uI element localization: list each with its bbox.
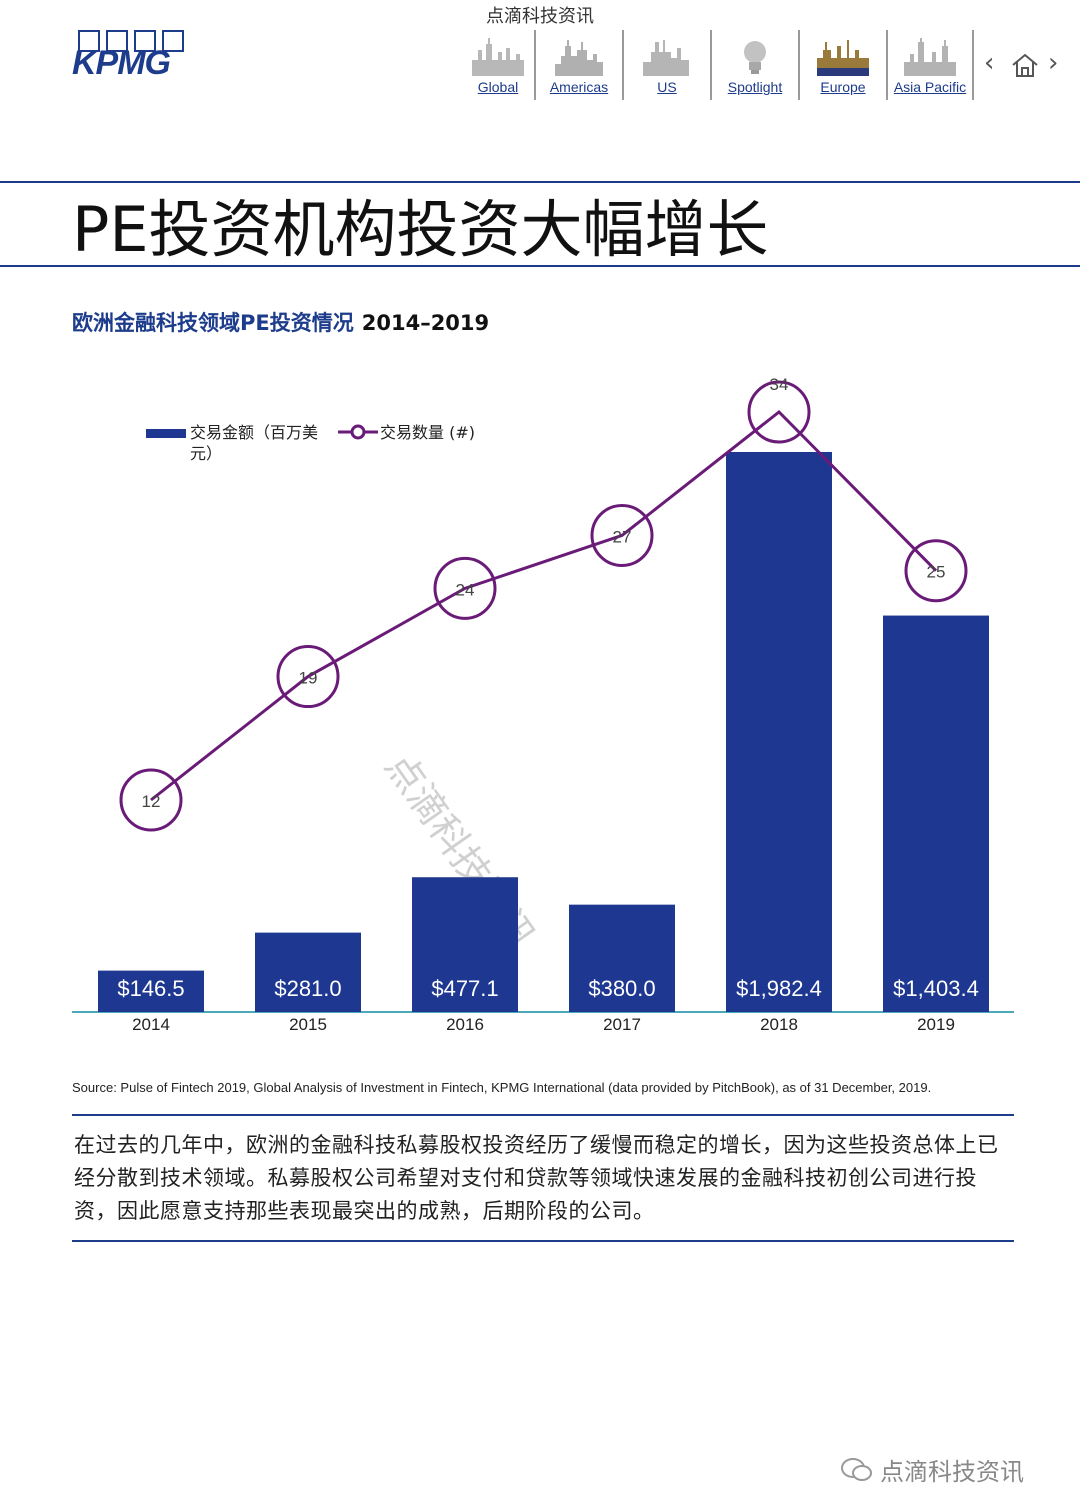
logo-text: KPMG (72, 44, 171, 82)
deal-count-line (150, 409, 938, 802)
point-2014 (119, 768, 183, 832)
point-label-2019: 25 (927, 563, 946, 582)
nav-item-spotlight[interactable]: Spotlight (712, 30, 800, 100)
legend-bar-swatch (146, 429, 186, 438)
bar-2019 (883, 615, 989, 1012)
next-page-button[interactable]: › (1048, 48, 1059, 78)
americas-skyline-icon (555, 40, 603, 76)
point-2019 (904, 539, 968, 603)
body-rule (72, 1240, 1014, 1242)
legend-bar-label: 交易金额（百万美元） (190, 423, 319, 463)
nav-label-us[interactable]: US (657, 79, 677, 95)
nav-item-us[interactable]: US (624, 30, 712, 100)
bar-2015 (255, 932, 361, 1012)
point-label-2015: 19 (299, 669, 318, 688)
bar-2017 (569, 904, 675, 1012)
x-tick-2017: 2017 (603, 1015, 641, 1034)
legend-line-label: 交易数量 (#) (380, 423, 475, 442)
nav-item-americas[interactable]: Americas (536, 30, 624, 100)
bar-label-2017: $380.0 (588, 976, 655, 1001)
spotlight-bulb-icon (744, 41, 766, 74)
bar-line-chart: $146.5 2014 $281.0 2015 $477.1 2016 $380.0 2017… (72, 375, 1014, 1034)
top-watermark: 点滴科技资讯 (486, 6, 594, 27)
bottom-watermark: 点滴科技资讯 (880, 1458, 1024, 1486)
wechat-icon (841, 1458, 872, 1481)
home-icon[interactable] (1010, 52, 1040, 78)
nav-item-asia-pacific[interactable]: Asia Pacific (888, 30, 974, 100)
nav-label-americas[interactable]: Americas (549, 79, 609, 95)
point-2016 (433, 556, 497, 620)
legend-line-swatch (338, 424, 378, 440)
bar-label-2016: $477.1 (431, 976, 498, 1001)
nav-item-global[interactable]: Global (462, 30, 536, 100)
global-skyline-icon (472, 38, 524, 76)
x-tick-2014: 2014 (132, 1015, 170, 1034)
us-skyline-icon (643, 40, 689, 76)
point-label-2014: 12 (142, 792, 161, 811)
bar-2014 (98, 970, 204, 1012)
kpmg-logo[interactable]: KPMG (72, 30, 190, 82)
nav-item-europe[interactable]: Europe (800, 30, 888, 100)
nav-label-spotlight[interactable]: Spotlight (727, 79, 783, 95)
header-rule (0, 181, 1080, 183)
body-paragraph: 在过去的几年中，欧洲的金融科技私募股权投资经历了缓慢而稳定的增长，因为这些投资总… (74, 1133, 999, 1223)
title-rule (0, 265, 1080, 267)
point-label-2017: 27 (613, 527, 632, 546)
chart-title-text: 欧洲金融科技领域PE投资情况 (72, 311, 354, 335)
source-note: Source: Pulse of Fintech 2019, Global An… (72, 1080, 932, 1095)
point-2015 (276, 645, 340, 709)
x-tick-2019: 2019 (917, 1015, 955, 1034)
chart-title-years: 2014–2019 (361, 311, 490, 335)
x-tick-2018: 2018 (760, 1015, 798, 1034)
bar-2018 (726, 452, 832, 1012)
bar-2016 (412, 877, 518, 1012)
point-2018 (747, 380, 811, 444)
nav-label-global[interactable]: Global (477, 79, 519, 95)
europe-skyline-icon (817, 40, 869, 76)
x-tick-2015: 2015 (289, 1015, 327, 1034)
source-rule (72, 1114, 1014, 1116)
point-label-2018: 34 (770, 375, 789, 394)
page-title: PE投资机构投资大幅增长 (72, 193, 769, 266)
chart-title: 欧洲金融科技领域PE投资情况 2014–2019 (72, 307, 489, 337)
point-2017 (590, 503, 654, 567)
nav-label-europe[interactable]: Europe (820, 79, 866, 95)
prev-page-button[interactable]: ‹ (984, 48, 995, 78)
bar-label-2015: $281.0 (274, 976, 341, 1001)
point-label-2016: 24 (456, 580, 475, 599)
nav-label-asia-pacific[interactable]: Asia Pacific (893, 79, 967, 95)
bar-label-2014: $146.5 (117, 976, 184, 1001)
logo-boxes (72, 30, 190, 52)
x-tick-2016: 2016 (446, 1015, 484, 1034)
bar-label-2019: $1,403.4 (893, 976, 979, 1001)
bar-label-2018: $1,982.4 (736, 976, 822, 1001)
region-nav: Global Americas US Spotlight Europe Asia… (462, 30, 974, 102)
asia-pacific-skyline-icon (904, 38, 956, 76)
